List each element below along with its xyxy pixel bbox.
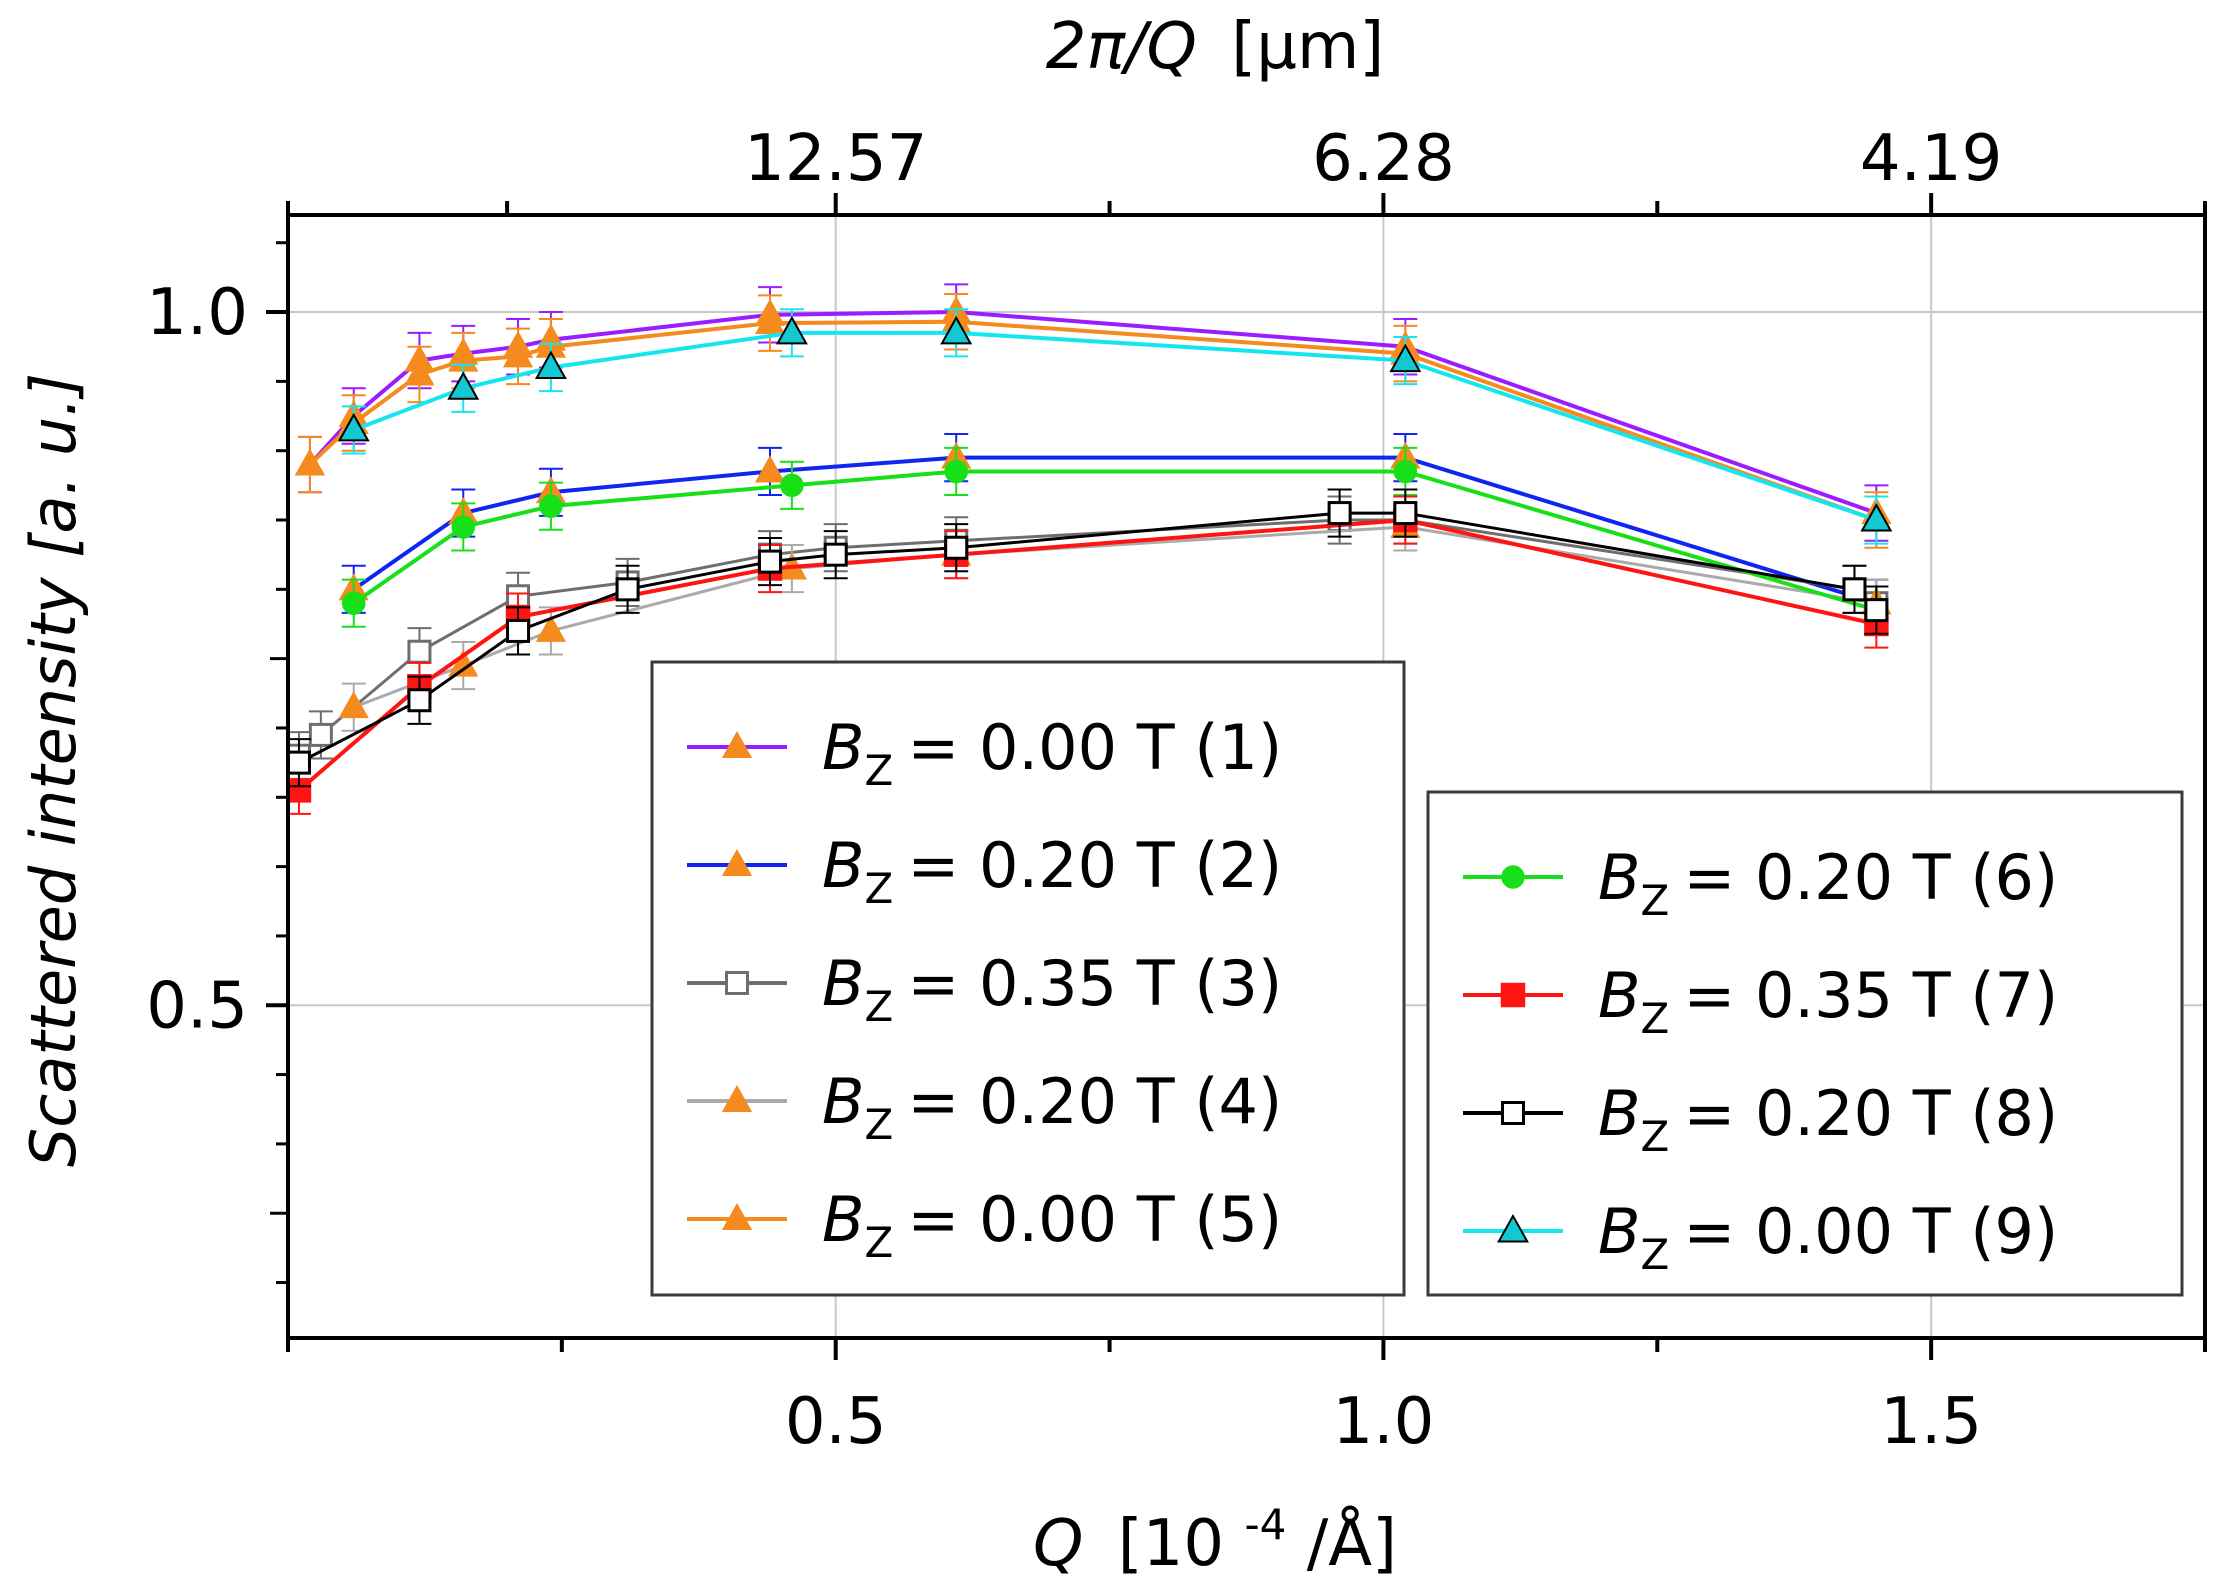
data-point — [754, 307, 786, 335]
series-2-line — [352, 455, 1877, 606]
data-point — [944, 535, 969, 560]
legend-swatch-marker — [1501, 1101, 1525, 1125]
top-axis-label: 2π/Q [μm] — [1046, 10, 1385, 84]
series-9 — [337, 308, 1893, 545]
legend-label: BZ = 0.00 T (5) — [822, 1183, 1282, 1267]
legend-swatch-marker — [1497, 1213, 1529, 1243]
top-axis-label-var: 2π/Q — [1046, 10, 1197, 84]
legend-swatch-marker — [721, 1084, 753, 1112]
legend-item-1: BZ = 0.00 T (1) — [687, 711, 1282, 795]
legend-swatch-marker — [1501, 865, 1525, 889]
legend-swatch-marker — [721, 730, 753, 758]
legend-box-2: BZ = 0.20 T (6) BZ = 0.35 T (7) BZ = 0.20 T (… — [1426, 790, 2184, 1297]
legend-label: BZ = 0.35 T (3) — [822, 947, 1282, 1031]
legend-item-7: BZ = 0.35 T (7) — [1463, 959, 2058, 1043]
x-tick-label: 0.5 — [785, 1385, 887, 1459]
series-2 — [338, 433, 1892, 628]
data-point — [447, 371, 480, 400]
bottom-axis-label: Q [10 -4 /Å] — [1033, 1481, 1397, 1581]
bottom-axis-label-var: Q — [1033, 1507, 1083, 1581]
data-point — [539, 494, 563, 518]
data-point — [754, 455, 786, 483]
series-layer — [286, 283, 1893, 815]
data-point — [341, 591, 366, 615]
data-point — [308, 722, 333, 747]
legend-label: BZ = 0.20 T (8) — [1598, 1077, 2058, 1161]
data-point — [1864, 598, 1889, 623]
legend: BZ = 0.00 T (1) BZ = 0.20 T (2) BZ = 0.35 T (… — [650, 660, 2184, 1297]
legend-label: BZ = 0.20 T (2) — [822, 829, 1282, 913]
data-point — [1327, 501, 1352, 526]
data-point — [404, 358, 435, 386]
data-point — [780, 473, 804, 498]
legend-item-3: BZ = 0.35 T (3) — [687, 947, 1282, 1031]
legend-item-9: BZ = 0.00 T (9) — [1463, 1195, 2058, 1279]
series-1-line — [308, 310, 1878, 515]
data-point — [294, 448, 326, 476]
y-axis-label: Scattered intensity [a. u.] — [17, 373, 90, 1167]
y-tick-label: 0.5 — [146, 969, 248, 1043]
series-8 — [286, 488, 1889, 788]
x-tick-label: 1.5 — [1880, 1385, 1982, 1459]
data-point — [823, 542, 848, 567]
data-point — [286, 750, 311, 775]
x-top-tick-label: 4.19 — [1860, 122, 2003, 196]
data-point — [407, 639, 432, 664]
series-1 — [294, 283, 1892, 542]
top-axis-label-unit: [μm] — [1231, 10, 1384, 84]
data-point — [1860, 502, 1893, 532]
legend-label: BZ = 0.35 T (7) — [1598, 959, 2058, 1043]
x-top-tick-label: 12.57 — [744, 122, 927, 196]
data-point — [1393, 459, 1418, 484]
data-point — [940, 315, 973, 345]
data-point — [757, 549, 782, 574]
series-9-line — [353, 330, 1878, 522]
legend-label: BZ = 0.00 T (1) — [822, 711, 1282, 795]
data-point — [337, 412, 370, 442]
legend-item-2: BZ = 0.20 T (2) — [687, 829, 1282, 913]
data-point — [506, 618, 531, 643]
y-tick-label: 1.0 — [146, 276, 248, 350]
series-3-line — [297, 518, 1878, 757]
data-point — [1842, 577, 1867, 602]
legend-label: BZ = 0.00 T (9) — [1598, 1195, 2058, 1279]
legend-label: BZ = 0.20 T (4) — [822, 1065, 1282, 1149]
legend-item-4: BZ = 0.20 T (4) — [687, 1065, 1282, 1149]
legend-frame — [650, 660, 1406, 1297]
axes: 0.5 1.0 1.5 12.57 6.28 4.19 1.0 0.5 — [146, 122, 2207, 1459]
legend-item-8: BZ = 0.20 T (8) — [1463, 1077, 2058, 1161]
legend-swatch-marker — [1500, 982, 1526, 1008]
data-point — [451, 515, 476, 539]
legend-swatch-marker — [721, 848, 753, 876]
x-tick-label: 1.0 — [1333, 1385, 1435, 1459]
data-point — [775, 315, 808, 345]
legend-item-5: BZ = 0.00 T (5) — [687, 1183, 1282, 1267]
data-point — [338, 691, 369, 719]
bottom-axis-label-unit: [10 — [1118, 1507, 1224, 1581]
series-5-line — [308, 319, 1878, 522]
legend-item-6: BZ = 0.20 T (6) — [1463, 841, 2058, 925]
data-point — [944, 459, 968, 484]
data-point — [502, 340, 534, 368]
legend-box-1: BZ = 0.00 T (1) BZ = 0.20 T (2) BZ = 0.35 T (… — [650, 660, 1406, 1297]
legend-label: BZ = 0.20 T (6) — [1598, 841, 2058, 925]
legend-swatch-marker — [721, 1202, 753, 1230]
bottom-axis-label-tail: /Å] — [1307, 1505, 1397, 1581]
legend-swatch-marker — [725, 971, 749, 995]
data-point — [1389, 343, 1422, 373]
data-point — [1393, 501, 1418, 526]
data-point — [615, 577, 640, 602]
x-top-tick-label: 6.28 — [1312, 122, 1455, 196]
data-point — [535, 614, 567, 642]
data-point — [534, 350, 567, 380]
data-point — [407, 688, 432, 713]
bottom-axis-label-exp: -4 — [1244, 1500, 1286, 1549]
